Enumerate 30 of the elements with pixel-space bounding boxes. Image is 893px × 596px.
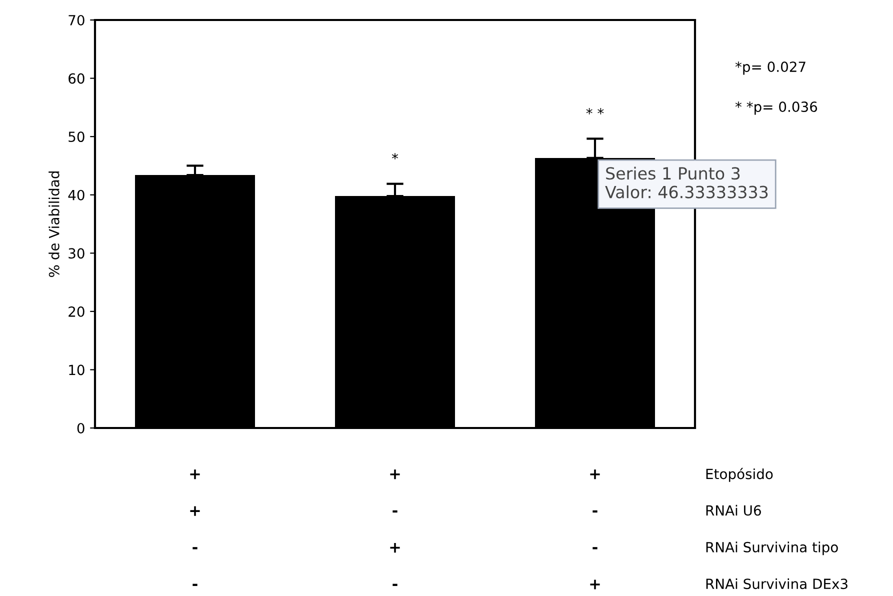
text: RNAi Survivina DEx3 [706,578,848,590]
text: - [192,584,198,586]
text: RNAi Survivina tipo [706,542,838,556]
annotation: * * [586,108,604,114]
text: + [590,580,600,590]
text: * *p= 0.036 [735,102,818,115]
y-tick-label: 50 [68,132,84,142]
y-tick-label: 40 [68,190,84,200]
text: - [392,584,398,586]
y-tick-label: 10 [69,364,84,376]
text: - [592,510,598,513]
annotation: * [392,153,398,160]
annotation: Series 1 Punto 3 Valor: 46.33333333 [605,166,768,198]
text: Etopósido [706,468,773,482]
y-tick-label: 60 [68,73,84,84]
text: + [190,470,200,480]
text: - [192,547,198,550]
text: + [390,542,400,553]
text: - [592,547,598,550]
y-tick-label: 70 [68,14,84,26]
text: + [390,470,400,480]
y-tick-label: 0 [77,422,84,434]
text: + [590,470,600,480]
y-tick-label: 20 [68,306,84,317]
y-tick-label: 30 [68,248,84,259]
text: + [190,506,200,516]
text: *p= 0.027 [735,62,806,75]
text: - [392,510,398,513]
y-axis-title: % de Viabilidad [48,172,60,277]
text: RNAi U6 [706,504,761,516]
